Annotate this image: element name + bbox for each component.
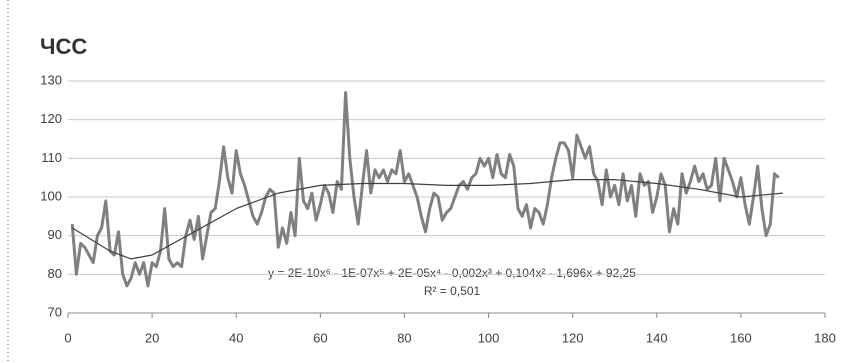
- x-tick-label: 120: [562, 330, 584, 345]
- x-tick-label: 140: [646, 330, 668, 345]
- y-tick-label: 100: [40, 188, 62, 203]
- trend-line: [71, 179, 783, 260]
- x-tick-label: 0: [64, 330, 71, 345]
- y-tick-label: 110: [41, 150, 62, 165]
- chart-title: ЧСС: [40, 34, 87, 59]
- r-squared: R² = 0,501: [424, 284, 481, 298]
- data-line: [70, 91, 780, 288]
- x-tick-label: 100: [478, 330, 500, 345]
- x-tick-label: 180: [814, 330, 836, 345]
- x-tick-label: 60: [313, 330, 327, 345]
- y-tick-label: 130: [40, 72, 62, 87]
- y-tick-label: 120: [40, 111, 62, 126]
- y-tick-label: 80: [48, 266, 62, 281]
- x-tick-label: 40: [229, 330, 243, 345]
- y-tick-label: 70: [48, 304, 62, 319]
- y-tick-label: 90: [48, 227, 62, 242]
- x-tick-label: 160: [730, 330, 752, 345]
- x-tick-label: 20: [145, 330, 159, 345]
- trend-equation: y = 2E-10x⁶ - 1E-07x⁵ + 2E-05x⁴ - 0,002x…: [268, 266, 636, 280]
- x-tick-label: 80: [397, 330, 411, 345]
